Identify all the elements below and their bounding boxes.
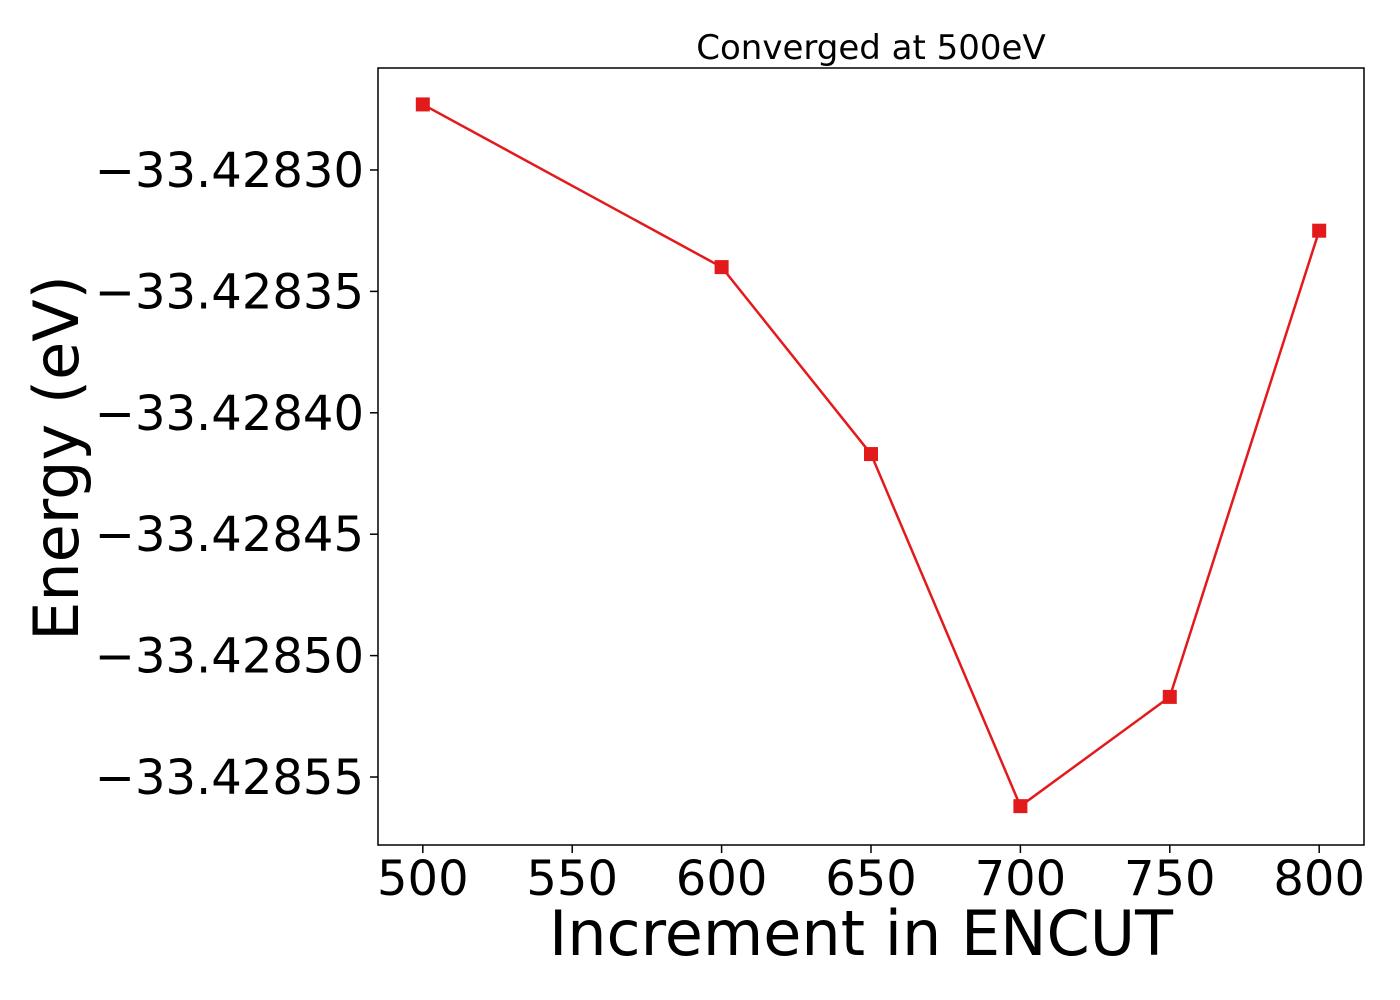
data-point-marker xyxy=(714,260,729,275)
data-point-marker xyxy=(864,447,878,462)
y-tick-label: −33.42840 xyxy=(95,386,364,442)
data-point-marker xyxy=(1013,799,1028,814)
data-point-marker xyxy=(415,97,430,112)
x-tick-label: 700 xyxy=(975,851,1067,907)
y-axis: −33.42830 −33.42835 −33.42840 −33.42845 −33.… xyxy=(95,143,378,806)
series-line xyxy=(422,103,1321,809)
y-tick-label: −33.42855 xyxy=(95,750,364,806)
y-tick-label: −33.42845 xyxy=(95,507,364,563)
x-tick-label: 750 xyxy=(1124,851,1216,907)
y-tick-label: −33.42850 xyxy=(95,629,364,685)
data-point-marker xyxy=(1312,223,1327,238)
x-axis-label: Increment in ENCUT xyxy=(549,897,1174,970)
y-tick-label: −33.42830 xyxy=(95,143,364,199)
x-tick-label: 800 xyxy=(1273,851,1365,907)
plot-area xyxy=(415,97,1327,814)
x-tick-label: 500 xyxy=(377,851,469,907)
chart-title: Converged at 500eV xyxy=(696,28,1045,68)
x-tick-label: 600 xyxy=(676,851,768,907)
data-point-marker xyxy=(1162,689,1177,704)
x-tick-label: 650 xyxy=(825,851,917,907)
y-axis-label: Energy (eV) xyxy=(20,275,93,641)
x-axis: 500 550 600 650 700 750 800 xyxy=(377,845,1365,907)
x-tick-label: 550 xyxy=(526,851,618,907)
y-tick-label: −33.42835 xyxy=(95,264,364,320)
